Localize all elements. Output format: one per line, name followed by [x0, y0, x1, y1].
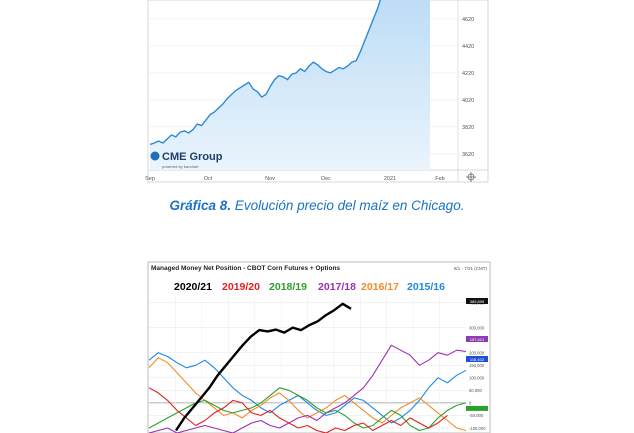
caption-text: Evolución precio del maíz en Chicago. [231, 198, 465, 213]
legend-label: 2020/21 [174, 281, 212, 293]
y-tick-label: 100,000 [469, 376, 485, 381]
x-tick-label: 2021 [384, 176, 396, 182]
value-badge [466, 336, 488, 342]
series-line-2017-18 [148, 344, 467, 433]
y-tick-label: -100,000 [469, 426, 486, 431]
x-tick-label: Feb [435, 176, 444, 182]
y-tick-label: 200,000 [469, 351, 485, 356]
legend-label: 2018/19 [269, 281, 307, 293]
series-line-2015-16 [148, 352, 467, 424]
x-tick-label: Sep [145, 176, 155, 182]
crosshair-icon[interactable] [466, 172, 476, 182]
x-tick-label: Oct [204, 176, 213, 182]
value-badge-text: 157,421 [470, 337, 485, 342]
y-tick-label: 4420 [462, 44, 474, 50]
value-badge [466, 356, 488, 362]
x-tick-label: Dec [321, 176, 331, 182]
legend-label: 2019/20 [222, 281, 260, 293]
value-badge-text: 385,895 [470, 299, 485, 304]
logo-subtext: powered by barchart [162, 164, 199, 169]
chart-frame [147, 261, 491, 433]
price-line [149, 0, 382, 146]
y-tick-label: 4020 [462, 98, 474, 104]
value-badge-text: 118,402 [470, 357, 485, 362]
y-tick-label: 4620 [462, 17, 474, 23]
y-tick-label: 300,000 [469, 325, 485, 330]
legend-label: 2017/18 [318, 281, 356, 293]
chart-title: Managed Money Net Position - CBOT Corn F… [151, 265, 340, 272]
y-tick-label: 0 [469, 401, 472, 406]
caption-label: Gráfica 8. [169, 198, 232, 213]
legend-label: 2015/16 [407, 281, 445, 293]
y-tick-label: -50,000 [469, 413, 484, 418]
y-tick-label: 3620 [462, 152, 474, 158]
series-line-2020-21 [174, 302, 352, 432]
y-tick-label: 4220 [462, 71, 474, 77]
cme-globe-icon [150, 151, 160, 161]
value-badge [466, 298, 488, 304]
y-tick-label: 150,000 [469, 363, 485, 368]
x-tick-label: Nov [265, 176, 275, 182]
date-range-label: 8/1 - 7/31 (CMT) [454, 266, 488, 271]
y-tick-label: 50,000 [469, 388, 482, 393]
logo-text: CME Group [162, 151, 223, 163]
price-area-fill [150, 0, 430, 170]
plot-frame [147, 0, 489, 183]
series-line-2019-20 [148, 387, 448, 433]
legend-label: 2016/17 [361, 281, 399, 293]
cme-group-logo: CME Group powered by barchart [150, 151, 223, 169]
series-line-2018-19 [148, 387, 467, 432]
corn-price-chart: 3620 3820 4020 4220 4420 4620 Sep Oct Nov Dec 202… [145, 0, 489, 183]
value-badge-marker [466, 405, 488, 411]
y-tick-label: 3820 [462, 125, 474, 131]
figure-caption: Gráfica 8. Evolución precio del maíz en … [0, 198, 634, 213]
